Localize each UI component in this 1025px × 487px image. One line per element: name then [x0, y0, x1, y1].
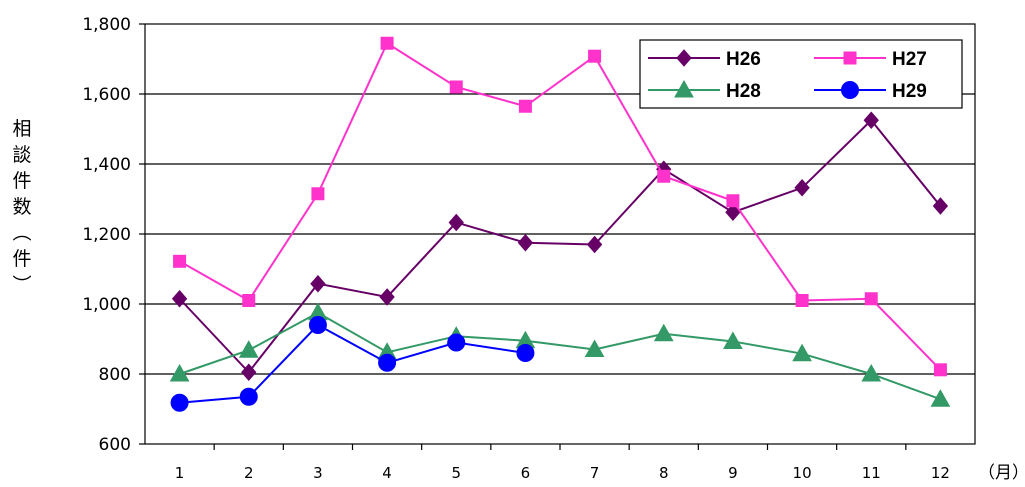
data-point	[586, 235, 603, 254]
legend-marker	[674, 79, 694, 98]
series-line	[179, 323, 526, 404]
data-point	[241, 363, 257, 382]
series-h28	[169, 302, 951, 407]
data-point	[380, 36, 394, 50]
data-point	[930, 389, 951, 407]
data-point	[239, 387, 258, 406]
x-tick-label: 5	[451, 464, 461, 482]
legend-label: H26	[726, 49, 761, 70]
legend-item-h26: H26	[648, 49, 761, 70]
data-point	[447, 333, 466, 352]
data-point	[308, 316, 327, 334]
series-line	[179, 41, 942, 371]
legend-label: H28	[726, 81, 761, 102]
x-tick-label: 9	[728, 464, 738, 482]
y-axis-label-char: 件	[12, 248, 31, 270]
data-point	[173, 254, 187, 268]
data-point	[378, 353, 397, 372]
legend-label: H29	[892, 81, 927, 102]
x-tick-label: 4	[382, 464, 392, 482]
legend-marker	[841, 81, 859, 99]
y-tick-label: 1,000	[82, 295, 131, 315]
data-point	[169, 363, 190, 382]
legend-box	[639, 39, 963, 109]
legend-item-h27: H27	[814, 49, 927, 70]
data-point	[311, 187, 325, 201]
data-point	[448, 213, 464, 232]
x-tick-label: 12	[931, 464, 950, 482]
y-axis-label-char: 相	[12, 118, 31, 140]
y-tick-label: 800	[99, 365, 131, 385]
data-point	[725, 203, 741, 222]
x-tick-label: 3	[313, 464, 323, 482]
data-point	[171, 289, 188, 308]
x-tick-label: 1	[175, 464, 185, 482]
y-axis-label-char: 談	[12, 144, 31, 166]
y-axis-ticks: 600 800 1,000 1,200 1,400 1,600 1,800	[82, 15, 145, 455]
data-point	[861, 363, 882, 382]
legend-label: H27	[892, 49, 927, 70]
x-tick-label: 7	[590, 464, 600, 482]
data-point	[584, 339, 605, 357]
legend-marker	[843, 51, 857, 65]
data-point	[933, 363, 947, 377]
data-point	[864, 292, 878, 306]
legend-item-h28: H28	[648, 79, 761, 102]
data-point	[517, 233, 534, 252]
data-point	[863, 111, 879, 130]
data-point	[379, 288, 395, 306]
y-tick-label: 600	[99, 435, 131, 455]
data-point	[588, 49, 602, 63]
data-point	[794, 179, 810, 197]
data-point	[795, 294, 809, 307]
series-h29	[170, 316, 535, 412]
x-tick-label: 8	[659, 464, 669, 482]
series-h27	[173, 36, 947, 377]
series-group	[169, 36, 951, 412]
data-point	[932, 197, 949, 215]
x-tick-label: 10	[793, 464, 812, 482]
data-point	[657, 169, 671, 183]
x-axis-ticks: 1 2 3 4 5 6 7 8 9 10 11 12	[175, 444, 950, 482]
y-axis-label-char: 件	[12, 170, 31, 192]
y-tick-label: 1,400	[82, 155, 131, 175]
series-line	[179, 311, 941, 401]
x-axis-label: （月）	[978, 463, 1025, 483]
data-point	[653, 323, 674, 342]
data-point	[723, 331, 743, 349]
data-point	[242, 294, 256, 307]
x-tick-label: 6	[521, 464, 531, 482]
series-line	[178, 118, 942, 374]
legend-item-h29: H29	[814, 81, 927, 102]
data-point	[238, 340, 259, 358]
y-tick-label: 1,800	[82, 15, 131, 35]
data-point	[518, 99, 532, 113]
y-tick-label: 1,600	[82, 85, 131, 105]
y-axis-label-char: 数	[12, 196, 31, 218]
grid-lines	[145, 93, 975, 375]
legend-marker	[676, 49, 692, 67]
data-point	[449, 80, 463, 94]
data-point	[170, 393, 189, 412]
x-tick-label: 2	[244, 464, 254, 482]
y-axis-label-char: （	[10, 222, 32, 241]
y-tick-label: 1,200	[82, 225, 131, 245]
data-point	[726, 194, 740, 208]
data-point	[516, 344, 535, 362]
legend: H26 H27 H28 H29	[639, 39, 963, 109]
data-point	[310, 274, 326, 293]
data-point	[792, 343, 812, 362]
y-axis-label-char: ）	[10, 274, 32, 293]
x-tick-label: 11	[862, 464, 881, 482]
